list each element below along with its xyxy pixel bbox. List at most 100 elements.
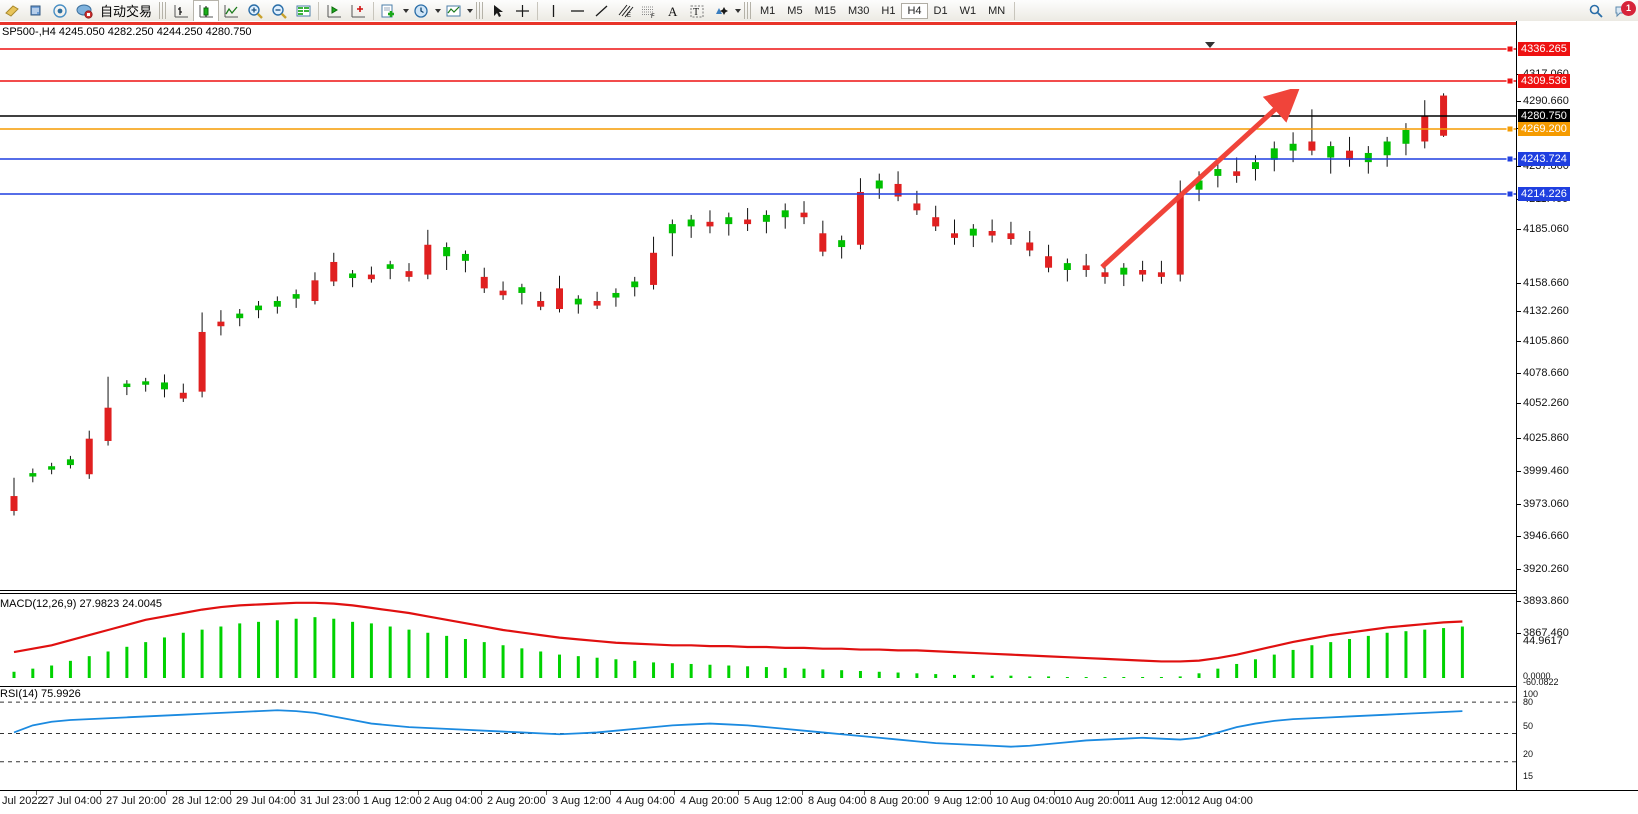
price-pane[interactable] (0, 21, 1516, 589)
pane-divider (0, 686, 1516, 687)
candle-body (969, 228, 977, 236)
axis-tick (1517, 536, 1521, 537)
candle-body (1251, 162, 1259, 170)
candle-body (668, 224, 676, 234)
crosshair-icon[interactable] (510, 1, 534, 21)
shapes-icon[interactable] (709, 1, 733, 21)
templates-icon[interactable] (441, 1, 465, 21)
price-tag-orange-level[interactable]: 4269.200 (1518, 122, 1570, 136)
zoom-in-icon[interactable] (243, 1, 267, 21)
price-axis-label: 4158.660 (1523, 277, 1569, 289)
candle-body (1233, 171, 1241, 176)
chevron-down-icon[interactable] (403, 8, 410, 13)
rsi-pane[interactable] (0, 689, 1516, 790)
candle-body (762, 214, 770, 222)
text-label-icon[interactable]: A (661, 1, 685, 21)
add-indicator-icon[interactable] (377, 1, 401, 21)
auto-scroll-icon[interactable] (346, 1, 370, 21)
signals-icon[interactable] (48, 1, 72, 21)
toolbar-grip[interactable] (744, 2, 752, 19)
market-icon[interactable] (72, 1, 96, 21)
candle-body (292, 294, 300, 299)
vertical-line-icon[interactable] (541, 1, 565, 21)
price-axis-label: 4185.060 (1523, 223, 1569, 235)
price-tag-support-lower[interactable]: 4214.226 (1518, 187, 1570, 201)
timeframe-h4[interactable]: H4 (901, 2, 928, 19)
time-axis-tick (481, 791, 482, 795)
chart-grid-icon[interactable] (291, 1, 315, 21)
candle-body (1157, 272, 1165, 277)
timeframe-m5[interactable]: M5 (787, 4, 803, 17)
search-icon[interactable] (1584, 1, 1608, 21)
axis-tick (1517, 101, 1521, 102)
macd-histogram-bar (858, 670, 862, 678)
macd-histogram-bar (783, 667, 787, 678)
price-tag-support-upper[interactable]: 4243.724 (1518, 152, 1570, 166)
time-axis-tick (802, 791, 803, 795)
axis-tick (1517, 166, 1521, 167)
timeframe-clock-icon[interactable] (409, 1, 433, 21)
trendline-icon[interactable] (589, 1, 613, 21)
timeframe-w1[interactable]: W1 (959, 4, 977, 17)
price-tag-resistance-upper[interactable]: 4336.265 (1518, 42, 1570, 56)
timeframe-h1[interactable]: H1 (881, 4, 896, 17)
new-order-icon[interactable] (0, 1, 24, 21)
candle-body (1120, 267, 1128, 275)
candle-body (66, 459, 74, 466)
candlestick-chart-icon[interactable] (193, 0, 220, 22)
alerts-icon[interactable]: 1 (1608, 0, 1638, 21)
macd-histogram-bar (181, 632, 185, 678)
timeframe-m30[interactable]: M30 (847, 4, 870, 17)
candle-body (330, 261, 338, 282)
macd-zero-label: 0.0000 (1523, 671, 1551, 681)
rsi-axis-label: 50 (1523, 721, 1534, 731)
price-axis[interactable]: 4317.0604290.6604264.2604237.8604211.460… (1516, 21, 1638, 790)
candle-body (574, 298, 582, 305)
toolbar-separator (1014, 1, 1016, 20)
horizontal-line-icon[interactable] (565, 1, 589, 21)
chevron-down-icon[interactable] (467, 8, 474, 13)
timeframe-d1[interactable]: D1 (933, 4, 948, 17)
candle-body (555, 288, 563, 310)
macd-pane[interactable] (0, 594, 1516, 686)
line-chart-icon[interactable] (219, 1, 243, 21)
fibonacci-icon[interactable]: F (637, 1, 661, 21)
candle-body (988, 230, 996, 236)
timeframe-m15[interactable]: M15 (814, 4, 836, 17)
macd-histogram-bar (445, 635, 449, 678)
expert-advisors-icon[interactable] (24, 1, 48, 21)
candle-body (612, 292, 620, 298)
chart-shift-icon[interactable] (322, 1, 346, 21)
timeframe-m1[interactable]: M1 (760, 4, 776, 17)
autotrading-button[interactable]: 自动交易 (100, 4, 153, 19)
toolbar-grip[interactable] (476, 2, 484, 19)
price-tag-current-price[interactable]: 4280.750 (1518, 109, 1570, 123)
equidistant-channel-icon[interactable]: E (613, 1, 637, 21)
time-axis-label: 4 Aug 20:00 (680, 795, 739, 807)
zoom-out-icon[interactable] (267, 1, 291, 21)
price-tag-resistance-lower[interactable]: 4309.536 (1518, 74, 1570, 88)
time-axis-tick (230, 791, 231, 795)
time-axis[interactable]: Jul 2022 27 Jul 04:00 27 Jul 20:00 28 Jul 1… (0, 790, 1638, 814)
candle-body (1346, 150, 1354, 160)
cursor-icon[interactable] (486, 1, 510, 21)
time-axis-label: 3 Aug 12:00 (552, 795, 611, 807)
candle-body (1195, 180, 1203, 190)
candle-body (518, 287, 526, 293)
chevron-down-icon[interactable] (735, 8, 742, 13)
candle-body (838, 240, 846, 248)
macd-histogram-bar (351, 621, 355, 678)
text-box-icon[interactable]: T (685, 1, 709, 21)
chevron-down-icon[interactable] (435, 8, 442, 13)
toolbar-separator (318, 1, 320, 20)
timeframe-mn[interactable]: MN (988, 4, 1006, 17)
chart-canvas[interactable]: SP500-,H4 4245.050 4282.250 4244.250 428… (0, 21, 1638, 814)
macd-histogram-bar (1216, 668, 1220, 678)
toolbar-grip[interactable] (159, 2, 167, 19)
candle-body (932, 217, 940, 227)
axis-tick (1517, 311, 1521, 312)
bar-chart-icon[interactable] (169, 1, 193, 21)
macd-histogram-bar (1122, 677, 1126, 678)
time-axis-tick (674, 791, 675, 795)
macd-histogram-bar (1103, 677, 1107, 678)
